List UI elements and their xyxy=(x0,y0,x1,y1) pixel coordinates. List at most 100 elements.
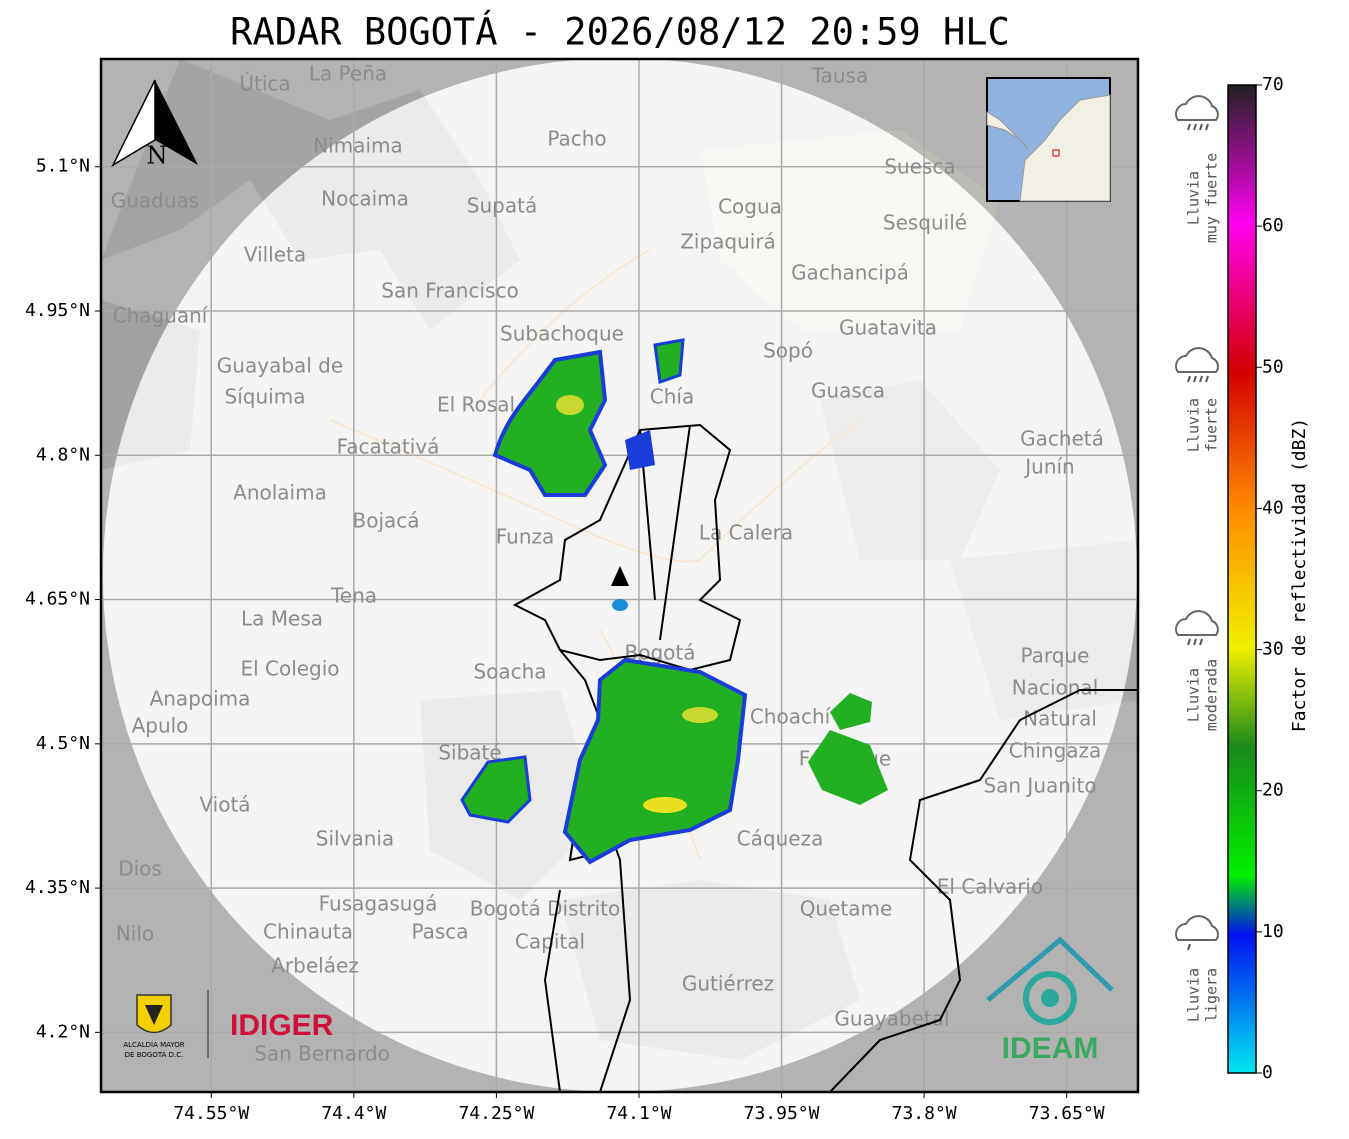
rain-level-label: Lluvia xyxy=(1185,668,1203,722)
x-tick-label: 74.55°W xyxy=(173,1103,249,1124)
place-label: Villeta xyxy=(244,243,306,267)
place-label: La Mesa xyxy=(241,607,323,631)
bogota-boundary xyxy=(512,423,742,672)
place-label: San Francisco xyxy=(381,279,518,303)
place-label: Chinauta xyxy=(263,920,353,944)
place-label: Pasca xyxy=(411,920,468,944)
axis-ticks: 74.55°W 74.4°W 74.25°W 74.1°W 73.95°W 73.8°W 7… xyxy=(25,156,1105,1124)
place-label: Chaguaní xyxy=(113,304,209,328)
place-label: Gachetá xyxy=(1020,427,1104,451)
place-label: Gutiérrez xyxy=(682,972,774,996)
rain-drop xyxy=(1199,375,1203,383)
x-tick-label: 73.65°W xyxy=(1029,1103,1105,1124)
place-label: La Peña xyxy=(309,62,387,86)
place-label: Sopó xyxy=(763,339,813,363)
rain-level-label: ligera xyxy=(1203,968,1221,1022)
y-tick-label: 4.95°N xyxy=(25,300,90,321)
rain-drop xyxy=(1193,123,1197,131)
colorbar-ticks: 0 10 20 30 40 50 60 70 xyxy=(1256,74,1284,1083)
place-label: Útica xyxy=(239,72,290,96)
place-label: Fusagasugá xyxy=(319,892,438,916)
place-label: El Rosal xyxy=(437,393,515,417)
place-label: Guasca xyxy=(811,379,885,403)
place-label: Chingaza xyxy=(1009,739,1102,763)
place-label: Tausa xyxy=(811,64,869,88)
alcaldia-text: DE BOGOTÁ D.C. xyxy=(125,1050,184,1059)
place-label: Facatativá xyxy=(337,435,440,459)
rain-drop xyxy=(1205,123,1209,131)
ideam-text: IDEAM xyxy=(1002,1032,1099,1065)
place-label: Zipaquirá xyxy=(680,230,776,254)
map-frame xyxy=(99,57,1140,1094)
ideam-logo: IDEAM xyxy=(986,936,1114,1065)
rain-level-label: muy fuerte xyxy=(1203,153,1221,243)
place-label: El Colegio xyxy=(240,657,339,681)
y-tick-label: 5.1°N xyxy=(36,156,90,177)
y-tick-label: 4.8°N xyxy=(36,444,90,465)
cloud-icon xyxy=(1175,347,1219,373)
rain-level-label: Lluvia xyxy=(1185,968,1203,1022)
colorbar xyxy=(1227,84,1257,1074)
rain-level: Lluvia ligera xyxy=(1175,915,1221,1022)
rain-drop xyxy=(1187,638,1191,646)
place-label: Supatá xyxy=(467,194,537,218)
rain-drop xyxy=(1187,375,1191,383)
rain-drop xyxy=(1193,638,1197,646)
place-label: Arbeláez xyxy=(271,954,359,978)
place-label: Silvania xyxy=(316,827,394,851)
map-area: La Peña Útica Tausa Pacho Nimaima Nocaima Supa… xyxy=(101,59,1138,1092)
radar-echoes xyxy=(460,338,888,865)
colorbar-label: Factor de reflectividad (dBZ) xyxy=(1289,418,1310,732)
colorbar-tick-label: 70 xyxy=(1262,74,1284,95)
alcaldia-logo: ALCALDÍA MAYOR DE BOGOTÁ D.C. IDIGER xyxy=(123,990,334,1059)
place-label: Nocaima xyxy=(321,187,409,211)
place-label: San Bernardo xyxy=(254,1042,390,1066)
rain-drop xyxy=(1187,943,1191,951)
y-tick-label: 4.2°N xyxy=(36,1021,90,1042)
place-label: Síquima xyxy=(225,385,306,409)
x-tick-label: 74.4°W xyxy=(321,1103,386,1124)
colorbar-tick-label: 0 xyxy=(1262,1062,1273,1083)
place-label: Choachí xyxy=(750,705,832,729)
place-label: Quetame xyxy=(800,897,893,921)
place-label: Nilo xyxy=(116,922,154,946)
colorbar-tick-label: 20 xyxy=(1262,780,1284,801)
rain-level: Lluvia muy fuerte xyxy=(1175,95,1221,243)
x-tick-label: 74.25°W xyxy=(458,1103,534,1124)
place-label: Funza xyxy=(496,525,555,549)
place-label: Nacional xyxy=(1012,676,1099,700)
place-label: Guayabetal xyxy=(834,1007,949,1031)
place-label: Viotá xyxy=(199,793,250,817)
y-tick-label: 4.5°N xyxy=(36,733,90,754)
place-label: Guaduas xyxy=(111,189,199,213)
alcaldia-text: ALCALDÍA MAYOR xyxy=(123,1040,184,1049)
north-arrow: N xyxy=(111,79,198,170)
place-label: Junín xyxy=(1023,455,1074,479)
x-tick-label: 73.95°W xyxy=(744,1103,820,1124)
rain-drop xyxy=(1199,638,1203,646)
place-label: Guayabal de xyxy=(217,354,343,378)
rain-level-label: moderada xyxy=(1203,659,1221,731)
x-tick-label: 73.8°W xyxy=(892,1103,957,1124)
rain-level-label: Lluvia xyxy=(1185,171,1203,225)
place-label: Dios xyxy=(118,857,162,881)
place-label: Pacho xyxy=(547,127,606,151)
place-label: Parque xyxy=(1021,644,1090,668)
place-label: Anapoima xyxy=(150,687,251,711)
place-label: Soacha xyxy=(473,660,546,684)
place-label: Gachancipá xyxy=(791,261,909,285)
colorbar-tick-label: 10 xyxy=(1262,921,1284,942)
place-label: Bogotá Distrito xyxy=(470,897,620,921)
inset-map xyxy=(986,77,1111,202)
colorbar-tick-label: 40 xyxy=(1262,497,1284,518)
north-label: N xyxy=(147,142,168,170)
colorbar-tick-label: 30 xyxy=(1262,639,1284,660)
grid xyxy=(101,59,1138,1092)
place-label: Anolaima xyxy=(233,481,327,505)
rain-level-label: fuerte xyxy=(1203,398,1221,452)
rain-drop xyxy=(1193,375,1197,383)
rain-drop xyxy=(1199,123,1203,131)
